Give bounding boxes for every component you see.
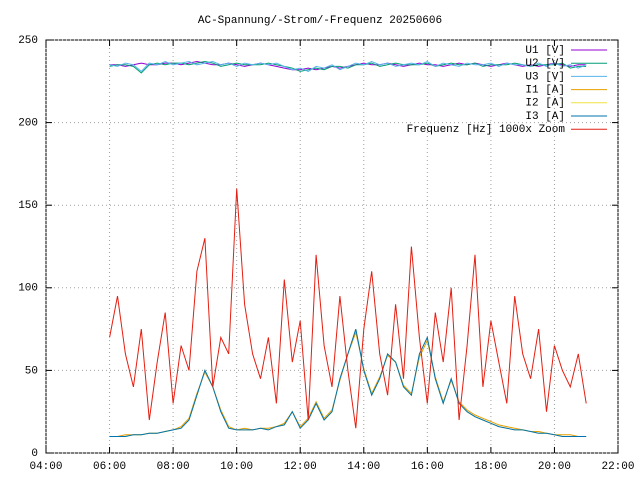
x-tick-label: 20:00 [538,461,571,473]
y-tick-label: 100 [18,283,38,295]
y-tick-label: 50 [25,365,38,377]
y-tick-label: 150 [18,200,38,212]
x-tick-label: 08:00 [157,461,190,473]
x-tick-label: 12:00 [284,461,317,473]
series-line [109,328,587,437]
series-line [109,188,587,429]
y-tick-label: 0 [31,448,38,460]
legend-label: U1 [V] [525,45,565,57]
legend-label: I2 [A] [525,98,565,110]
plot-frame [45,39,619,454]
x-tick-label: 22:00 [601,461,634,473]
series-line [109,60,587,74]
x-tick-label: 04:00 [29,461,62,473]
legend-label: U2 [V] [525,58,565,70]
x-tick-label: 10:00 [220,461,253,473]
x-tick-label: 14:00 [347,461,380,473]
legend-label: I3 [A] [525,111,565,123]
x-tick-label: 06:00 [93,461,126,473]
y-tick-label: 200 [18,118,38,130]
x-tick-label: 18:00 [474,461,507,473]
series-line [109,60,587,73]
legend-label: I1 [A] [525,85,565,97]
chart-title: AC-Spannung/-Strom/-Frequenz 20250606 [198,15,442,27]
x-tick-label: 16:00 [411,461,444,473]
legend-label: U3 [V] [525,71,565,83]
legend-label: Frequenz [Hz] 1000x Zoom [407,124,566,136]
y-tick-label: 250 [18,35,38,47]
series-line [109,328,587,437]
